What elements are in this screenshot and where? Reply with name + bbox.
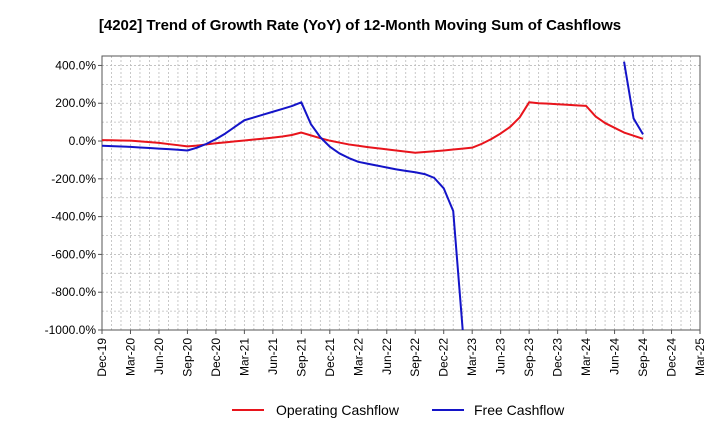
x-tick-label: Dec-19 [95,338,109,377]
x-tick-label: Sep-21 [294,338,308,377]
x-tick-label: Mar-23 [465,338,479,376]
y-tick-label: -200.0% [51,172,96,186]
series-lines [102,61,644,330]
x-tick-label: Jun-22 [380,338,394,375]
series-line-operating-cashflow [102,101,644,154]
x-tick-label: Mar-21 [237,338,251,376]
x-tick-label: Sep-22 [408,338,422,377]
x-tick-label: Jun-21 [266,338,280,375]
x-tick-label: Sep-24 [636,338,650,377]
y-tick-label: -600.0% [51,247,96,261]
legend-label-free-cashflow: Free Cashflow [474,402,565,418]
x-tick-label: Sep-23 [522,338,536,377]
y-tick-label: -1000.0% [45,323,97,337]
x-tick-label: Jun-20 [152,338,166,375]
x-tick-label: Mar-22 [351,338,365,376]
x-axis: Dec-19 Mar-20 Jun-20 Sep-20 Dec-20 Mar-21 Jun-… [95,330,707,377]
chart-title: [4202] Trend of Growth Rate (YoY) of 12-… [99,17,621,34]
y-axis: 400.0% 200.0% 0.0% -200.0% -400.0% -600.0% -80… [45,58,102,337]
x-tick-label: Mar-25 [693,338,707,376]
y-tick-label: 400.0% [55,58,96,72]
x-tick-label: Jun-24 [608,338,622,375]
y-tick-label: 200.0% [55,96,96,110]
legend-label-operating-cashflow: Operating Cashflow [276,402,400,418]
plot-area-frame [101,55,701,331]
x-tick-label: Dec-22 [437,338,451,377]
y-tick-label: -400.0% [51,210,96,224]
y-tick-label: 0.0% [69,134,97,148]
series-line-free-cashflow-segment [623,61,644,135]
legend: Operating Cashflow Free Cashflow [232,402,565,418]
x-tick-label: Mar-20 [123,338,137,376]
x-tick-label: Sep-20 [180,338,194,377]
y-tick-label: -800.0% [51,285,96,299]
x-tick-label: Dec-20 [209,338,223,377]
series-line-free-cashflow [102,101,464,330]
x-tick-label: Dec-23 [551,338,565,377]
x-tick-label: Dec-21 [323,338,337,377]
x-tick-label: Dec-24 [665,338,679,377]
x-tick-label: Jun-23 [494,338,508,375]
grid [102,56,700,330]
x-tick-label: Mar-24 [579,338,593,376]
